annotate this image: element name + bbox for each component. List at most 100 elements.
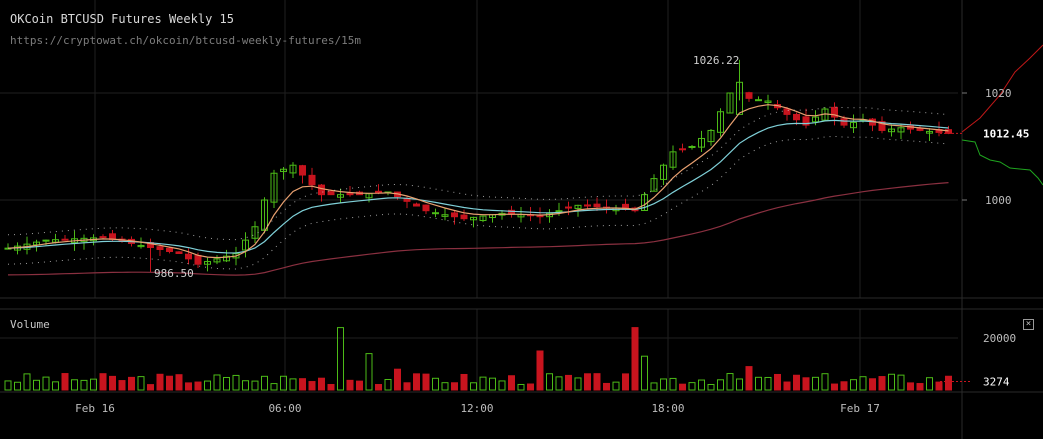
- volume-bar-down: [831, 383, 838, 391]
- volume-bar-down: [802, 377, 810, 391]
- ema-slow-line: [7, 119, 949, 254]
- last-volume-label: 3274: [983, 375, 1010, 388]
- candle-down: [745, 92, 753, 99]
- high-annotation: 1026.22: [693, 54, 739, 67]
- volume-bar-down: [175, 374, 183, 391]
- sma-line: [7, 182, 949, 276]
- candle-down: [175, 251, 183, 255]
- candle-down: [793, 113, 800, 121]
- volume-bar-down: [413, 373, 420, 391]
- volume-bar-up: [517, 383, 525, 391]
- candle-up: [707, 129, 715, 143]
- volume-bar-down: [745, 366, 753, 391]
- close-volume-panel-button[interactable]: ×: [1023, 319, 1034, 330]
- volume-bar-up: [71, 379, 78, 391]
- volume-bar-up: [261, 375, 268, 391]
- candle-up: [555, 210, 563, 213]
- volume-bar-down: [166, 375, 173, 391]
- volume-bar-down: [945, 375, 952, 391]
- band-lower: [7, 135, 949, 270]
- volume-bar-up: [707, 383, 715, 391]
- volume-bar-down: [565, 374, 572, 391]
- volume-bar-down: [679, 383, 686, 391]
- volume-bar-up: [213, 374, 221, 391]
- candle-up: [574, 204, 582, 209]
- volume-bar-up: [137, 376, 145, 391]
- chart-url[interactable]: https://cryptowat.ch/okcoin/btcusd-weekl…: [10, 34, 361, 47]
- band-upper: [7, 106, 949, 241]
- volume-bar-up: [33, 379, 40, 391]
- candle-up: [850, 121, 857, 129]
- volume-bar-up: [859, 376, 867, 391]
- candle-down: [460, 214, 468, 220]
- volume-bar-down: [61, 373, 69, 391]
- candle-up: [261, 199, 268, 231]
- candle-down: [99, 236, 107, 239]
- volume-bar-down: [118, 380, 126, 391]
- candle-down: [327, 191, 335, 196]
- volume-bar-up: [251, 380, 259, 391]
- volume-bar-up: [23, 373, 31, 391]
- candle-down: [318, 184, 325, 196]
- candle-down: [831, 106, 838, 118]
- volume-bar-down: [460, 373, 468, 391]
- volume-bar-up: [384, 379, 392, 391]
- candle-up: [812, 116, 819, 123]
- candle-up: [204, 261, 211, 265]
- candle-up: [470, 216, 477, 221]
- volume-bar-down: [907, 382, 914, 391]
- volume-tick-label: 20000: [983, 332, 1016, 345]
- ask-depth-line: [961, 44, 1043, 133]
- volume-bar-up: [270, 383, 278, 391]
- volume-bar-up: [365, 353, 373, 391]
- volume-bar-up: [479, 376, 487, 391]
- volume-bar-up: [717, 379, 724, 391]
- volume-bar-down: [156, 373, 164, 391]
- candle-up: [289, 164, 297, 174]
- volume-bar-down: [451, 382, 458, 391]
- candle-down: [413, 203, 420, 207]
- time-tick-label: 12:00: [460, 402, 493, 415]
- volume-bar-down: [128, 376, 135, 391]
- volume-bar-up: [223, 376, 230, 391]
- candle-down: [185, 253, 192, 260]
- volume-bar-up: [498, 380, 506, 391]
- volume-bar-down: [840, 381, 848, 391]
- volume-bar-down: [99, 373, 107, 391]
- candle-up: [926, 130, 933, 134]
- volume-bar-up: [764, 376, 772, 391]
- volume-bar-down: [403, 382, 411, 391]
- candle-up: [42, 239, 50, 242]
- volume-bar-up: [669, 377, 677, 391]
- volume-bar-up: [926, 377, 933, 391]
- candle-up: [660, 164, 667, 180]
- volume-bar-up: [432, 377, 439, 391]
- volume-bar-down: [774, 373, 781, 391]
- volume-bar-down: [916, 383, 924, 391]
- volume-bar-up: [470, 382, 477, 391]
- candle-up: [650, 178, 658, 192]
- candle-down: [679, 148, 686, 151]
- candle-up: [337, 194, 344, 198]
- candle-up: [717, 111, 724, 133]
- volume-bar-down: [147, 384, 154, 391]
- candle-down: [156, 246, 164, 250]
- volume-bar-up: [612, 381, 620, 391]
- volume-bar-down: [793, 374, 800, 391]
- volume-bar-up: [489, 377, 496, 391]
- volume-bar-down: [375, 384, 382, 391]
- volume-bar-down: [878, 376, 886, 391]
- candle-down: [61, 238, 69, 241]
- candle-up: [897, 127, 905, 133]
- volume-bar-down: [308, 381, 316, 391]
- bid-depth-line: [961, 139, 1043, 186]
- volume-bar-up: [80, 379, 88, 391]
- volume-bar-down: [394, 368, 401, 391]
- candle-down: [584, 204, 591, 207]
- candle-down: [194, 254, 202, 265]
- candle-up: [213, 258, 221, 263]
- volume-bar-down: [869, 378, 876, 391]
- ema-fast-line: [7, 104, 949, 259]
